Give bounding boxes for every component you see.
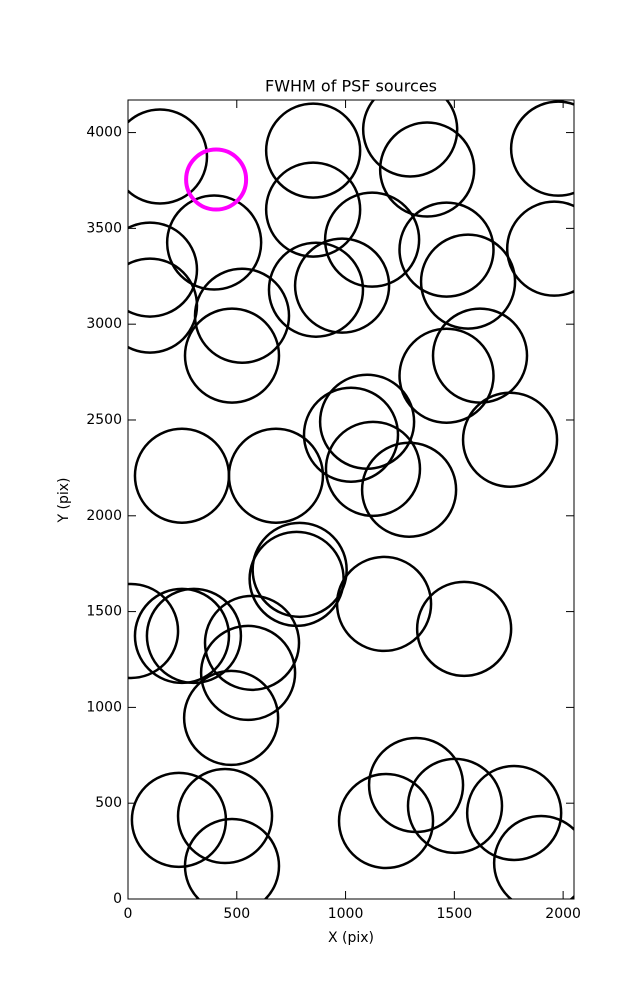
y-tick-label: 3000 xyxy=(86,316,122,332)
source-marker xyxy=(465,764,563,862)
y-axis-label: Y (pix) xyxy=(56,478,72,524)
source-marker xyxy=(264,102,362,199)
source-marker xyxy=(267,241,365,338)
source-marker xyxy=(128,582,180,680)
x-axis-label: X (pix) xyxy=(328,930,374,946)
x-tick-label: 2000 xyxy=(545,906,581,922)
source-marker xyxy=(361,100,459,178)
y-tick-label: 2000 xyxy=(86,508,122,524)
source-marker xyxy=(248,530,345,628)
source-marker xyxy=(183,817,281,899)
y-tick-label: 1500 xyxy=(86,604,122,620)
source-marker xyxy=(431,307,529,404)
source-marker xyxy=(398,201,495,298)
y-tick-label: 500 xyxy=(95,795,122,811)
source-marker xyxy=(184,147,249,212)
y-tick-label: 2500 xyxy=(86,412,122,428)
source-marker xyxy=(128,221,199,318)
source-marker xyxy=(145,587,243,685)
source-marker xyxy=(335,555,433,653)
source-marker xyxy=(227,427,325,524)
source-marker xyxy=(337,772,435,870)
plot-area xyxy=(128,100,574,899)
source-marker xyxy=(193,267,291,364)
source-marker xyxy=(133,427,231,524)
source-marker xyxy=(505,200,574,297)
x-tick-label: 1000 xyxy=(328,906,364,922)
source-marker xyxy=(176,767,274,865)
plot-frame xyxy=(127,99,575,900)
source-marker xyxy=(128,257,199,354)
source-marker xyxy=(492,814,574,899)
source-marker xyxy=(293,237,391,334)
source-marker xyxy=(378,121,476,218)
source-marker xyxy=(419,233,517,330)
x-tick-label: 500 xyxy=(223,906,250,922)
source-marker xyxy=(133,587,231,685)
source-marker xyxy=(251,521,348,619)
source-marker xyxy=(165,194,263,291)
source-marker xyxy=(183,307,281,404)
source-marker xyxy=(415,580,513,678)
x-tick-label: 0 xyxy=(124,906,133,922)
y-tick-label: 3500 xyxy=(86,220,122,236)
source-marker xyxy=(509,100,574,197)
chart-title: FWHM of PSF sources xyxy=(265,77,437,96)
source-marker xyxy=(406,757,504,855)
y-tick-label: 0 xyxy=(113,891,122,907)
source-marker xyxy=(264,161,362,258)
source-marker xyxy=(324,420,422,518)
source-marker xyxy=(302,386,400,483)
x-tick-label: 1500 xyxy=(437,906,473,922)
source-marker xyxy=(203,594,301,692)
source-marker xyxy=(461,391,559,488)
y-tick-label: 4000 xyxy=(86,125,122,141)
source-marker xyxy=(323,191,421,288)
source-marker xyxy=(182,669,280,767)
source-marker xyxy=(398,327,495,424)
source-marker xyxy=(128,108,209,205)
source-marker xyxy=(360,441,458,538)
y-tick-label: 1000 xyxy=(86,699,122,715)
source-marker xyxy=(199,624,297,722)
